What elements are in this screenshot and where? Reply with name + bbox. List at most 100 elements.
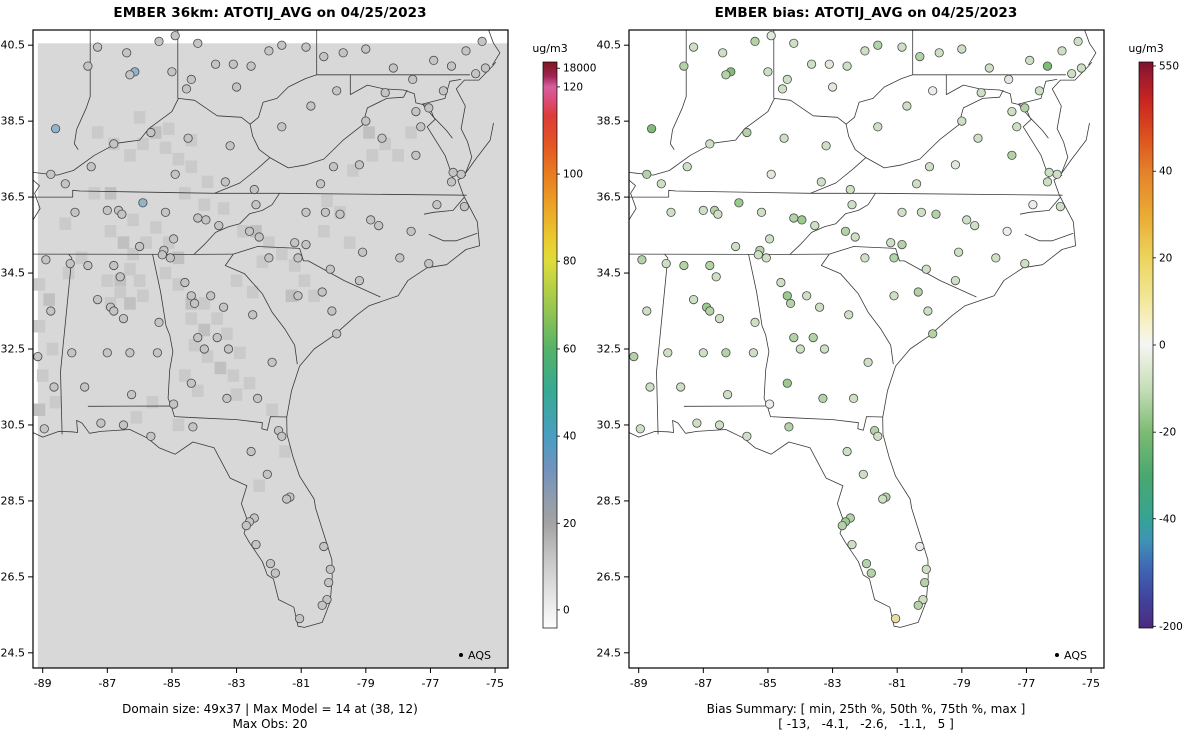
aqs-station-point [934, 48, 944, 58]
aqs-station-point [109, 260, 119, 271]
aqs-station-point [679, 61, 689, 71]
aqs-station-point [170, 31, 180, 41]
aqs-station-point [220, 177, 230, 187]
aqs-station-point [1004, 74, 1014, 85]
aqs-station-point [408, 74, 418, 85]
aqs-station-point [293, 253, 303, 263]
aqs-station-point [860, 46, 870, 56]
colorbar-tick-label: -200 [1159, 621, 1183, 633]
aqs-station-point [753, 250, 763, 260]
aqs-station-point [39, 424, 49, 434]
aqs-station-point [41, 255, 51, 265]
aqs-station-point [873, 40, 883, 50]
aqs-station-point [167, 67, 177, 77]
aqs-station-point [663, 348, 673, 358]
aqs-station-point [756, 207, 767, 217]
aqs-station-point [863, 357, 873, 367]
aqs-station-point [911, 179, 922, 189]
aqs-station-point [705, 139, 715, 149]
aqs-station-point [477, 36, 487, 47]
aqs-station-point [49, 382, 59, 392]
aqs-station-point [277, 431, 287, 441]
aqs-station-point [138, 198, 148, 208]
y-tick-label: 32.5 [1, 343, 26, 356]
aqs-station-point [253, 393, 263, 403]
y-tick-label: 26.5 [597, 570, 622, 583]
aqs-station-point [873, 122, 883, 132]
aqs-station-point [446, 177, 457, 187]
aqs-station-point [890, 613, 901, 624]
aqs-station-point [306, 101, 316, 111]
aqs-station-point [1012, 122, 1022, 132]
aqs-station-point [766, 169, 776, 179]
aqs-station-point [335, 209, 345, 219]
aqs-station-point [293, 291, 303, 301]
colorbar-tick-label: 40 [1159, 166, 1172, 178]
aqs-station-point [1067, 69, 1077, 79]
aqs-station-point [222, 393, 232, 403]
x-tick-label: -81 [292, 677, 310, 690]
aqs-station-point [950, 160, 960, 170]
aqs-station-point [446, 61, 457, 71]
aqs-station-point [950, 275, 960, 286]
aqs-station-point [923, 306, 933, 316]
aqs-station-point [122, 48, 132, 58]
colorbar: ug/m3 18000 120 100 80 60 40 20 0 [532, 42, 596, 629]
x-tick-label: -85 [759, 677, 777, 690]
aqs-station-point [821, 141, 831, 151]
aqs-station-point [782, 291, 792, 301]
aqs-station-point [962, 215, 972, 225]
aqs-station-point [676, 382, 686, 392]
aqs-station-point [244, 226, 255, 236]
aqs-station-point [886, 238, 896, 248]
x-tick-label: -83 [824, 677, 842, 690]
aqs-station-point [897, 207, 907, 217]
aqs-station-point [301, 240, 311, 250]
aqs-station-point [332, 329, 342, 339]
aqs-station-point [214, 221, 224, 231]
aqs-station-point [374, 221, 384, 231]
aqs-station-point [366, 215, 376, 225]
x-tick-label: -79 [953, 677, 971, 690]
aqs-station-point [916, 207, 926, 217]
aqs-station-point [251, 200, 261, 210]
aqs-station-point [1042, 61, 1053, 71]
boundaries-layer [33, 30, 501, 628]
stations-layer [629, 31, 1086, 624]
aqs-station-point [789, 38, 799, 48]
x-tick-label: -87 [694, 677, 712, 690]
colorbar-tick-label: 18000 [563, 63, 596, 75]
aqs-station-point [395, 253, 405, 263]
aqs-station-point [325, 264, 335, 274]
aqs-station-point [635, 424, 645, 434]
colorbar-tick-label: 0 [563, 604, 570, 616]
x-tick-label: -85 [163, 677, 181, 690]
aqs-station-point [761, 253, 771, 263]
aqs-station-point [642, 169, 652, 179]
aqs-station-point [815, 302, 825, 312]
aqs-station-point [718, 48, 728, 58]
aqs-station-point [146, 127, 156, 138]
aqs-station-point [970, 221, 980, 231]
aqs-station-point [816, 177, 826, 187]
aqs-station-point [849, 393, 859, 403]
x-tick-label: -87 [98, 677, 116, 690]
aqs-station-point [889, 291, 899, 301]
aqs-station-point [157, 250, 167, 260]
aqs-point-icon [459, 653, 463, 657]
aqs-station-point [711, 272, 721, 282]
aqs-station-point [93, 294, 103, 305]
aqs-station-point [264, 253, 274, 263]
colorbar-tick-label: 80 [563, 256, 576, 268]
aqs-station-point [332, 86, 342, 96]
y-tick-label: 40.5 [597, 39, 622, 52]
aqs-station-point [212, 332, 222, 343]
aqs-point-icon [1055, 653, 1059, 657]
aqs-station-point [461, 46, 471, 56]
x-tick-label: -75 [486, 677, 504, 690]
aqs-station-point [282, 494, 292, 504]
aqs-station-point [456, 169, 466, 179]
aqs-station-point [1025, 55, 1035, 66]
aqs-station-point [692, 418, 702, 428]
aqs-station-point [432, 200, 442, 210]
